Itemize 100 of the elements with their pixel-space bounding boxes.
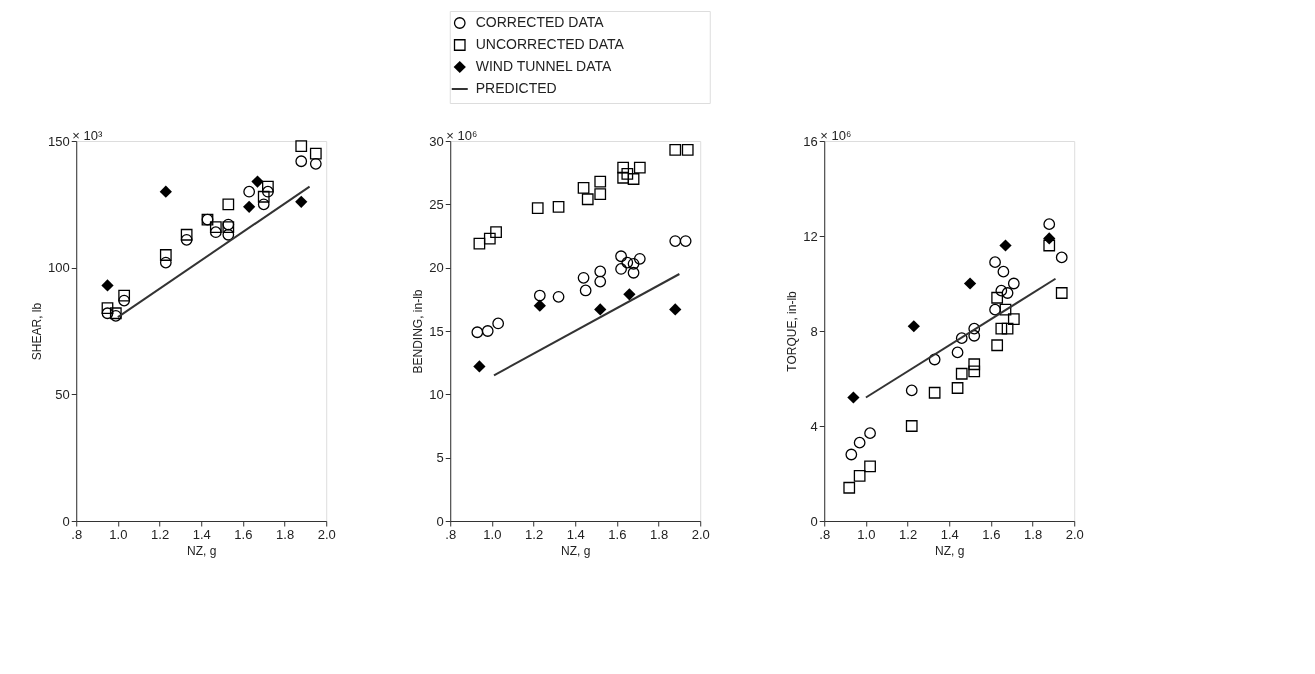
legend-label: CORRECTED DATA (475, 14, 605, 30)
point (209, 226, 222, 239)
x-tick-label: 1.0 (857, 526, 876, 542)
y-axis-title: BENDING, in-lb (411, 289, 426, 374)
legend-label: PREDICTED (475, 80, 557, 96)
y-tick-label: 150 (48, 133, 70, 149)
point (222, 228, 235, 241)
point (481, 325, 494, 337)
y-tick-label: 100 (48, 260, 70, 276)
point (1043, 239, 1056, 252)
point (594, 175, 607, 188)
y-tick-label: 50 (55, 386, 70, 402)
point (594, 188, 607, 201)
point (669, 303, 682, 316)
point (627, 266, 640, 279)
point (679, 235, 692, 247)
point (490, 226, 502, 239)
point (615, 250, 627, 263)
point (552, 290, 565, 303)
y-axis-title: TORQUE, in-lb (785, 290, 800, 372)
point (118, 289, 131, 302)
point (853, 469, 866, 482)
point (968, 322, 981, 335)
point (627, 173, 640, 185)
point (864, 460, 876, 473)
point (492, 317, 505, 330)
point (295, 155, 308, 168)
point (951, 346, 964, 359)
x-axis-title: NZ, g (561, 543, 591, 558)
point (623, 288, 636, 301)
point (681, 143, 694, 156)
point (1043, 232, 1056, 245)
y-tick-label: 16 (803, 133, 818, 149)
point (864, 427, 876, 440)
point (581, 193, 594, 206)
point (845, 448, 858, 461)
x-tick-label: 1.4 (192, 526, 211, 542)
point (101, 279, 114, 292)
point (989, 256, 1001, 269)
annotation: × 10⁶ (446, 128, 478, 143)
point (222, 198, 235, 211)
point (991, 339, 1004, 352)
point (594, 265, 607, 278)
x-axis-title: NZ, g (935, 543, 965, 558)
y-tick-label: 20 (429, 260, 444, 276)
point (257, 198, 270, 211)
point (577, 181, 590, 194)
x-tick-label: .8 (819, 526, 831, 542)
point (251, 175, 264, 188)
y-tick-label: 12 (803, 228, 818, 244)
x-tick-label: .8 (445, 526, 457, 542)
point (243, 200, 256, 213)
x-axis-title: NZ, g (187, 543, 217, 558)
point (309, 147, 322, 160)
point (928, 353, 941, 366)
point (999, 239, 1012, 252)
point (533, 289, 546, 302)
y-tick-label: 25 (429, 196, 444, 212)
point (180, 228, 193, 241)
x-tick-label: 1.6 (982, 526, 1001, 542)
x-tick-label: 1.8 (650, 526, 669, 542)
point (1055, 251, 1068, 264)
point (905, 384, 918, 397)
legend-label: WIND TUNNEL DATA (475, 58, 613, 74)
y-axis-title: SHEAR, lb (30, 302, 45, 361)
point (209, 221, 222, 234)
x-tick-label: 1.8 (1024, 526, 1043, 542)
point (159, 249, 172, 261)
x-tick-label: 1.0 (109, 526, 128, 542)
point (989, 303, 1001, 316)
y-tick-label: 5 (436, 450, 444, 466)
point (617, 161, 630, 174)
point (633, 161, 646, 174)
point (955, 367, 968, 380)
point (262, 180, 274, 193)
point (473, 360, 486, 373)
point (995, 322, 1008, 335)
point (999, 303, 1012, 316)
point (968, 329, 981, 342)
point (905, 420, 918, 432)
point (907, 320, 920, 333)
point (257, 190, 270, 203)
point (991, 291, 1004, 304)
point (1055, 287, 1068, 299)
annotation: × 10⁶ (820, 128, 852, 143)
x-tick-label: 1.0 (483, 526, 502, 542)
point (118, 294, 131, 307)
x-tick-label: 1.2 (151, 526, 170, 542)
point (627, 257, 640, 270)
point (997, 265, 1010, 278)
point (309, 157, 322, 170)
point (951, 382, 964, 394)
point (473, 237, 486, 250)
point (262, 185, 274, 198)
point (955, 332, 968, 345)
point (615, 263, 627, 275)
point (621, 256, 634, 269)
x-tick-label: 1.2 (899, 526, 918, 542)
point (633, 252, 646, 265)
point (1043, 218, 1056, 231)
